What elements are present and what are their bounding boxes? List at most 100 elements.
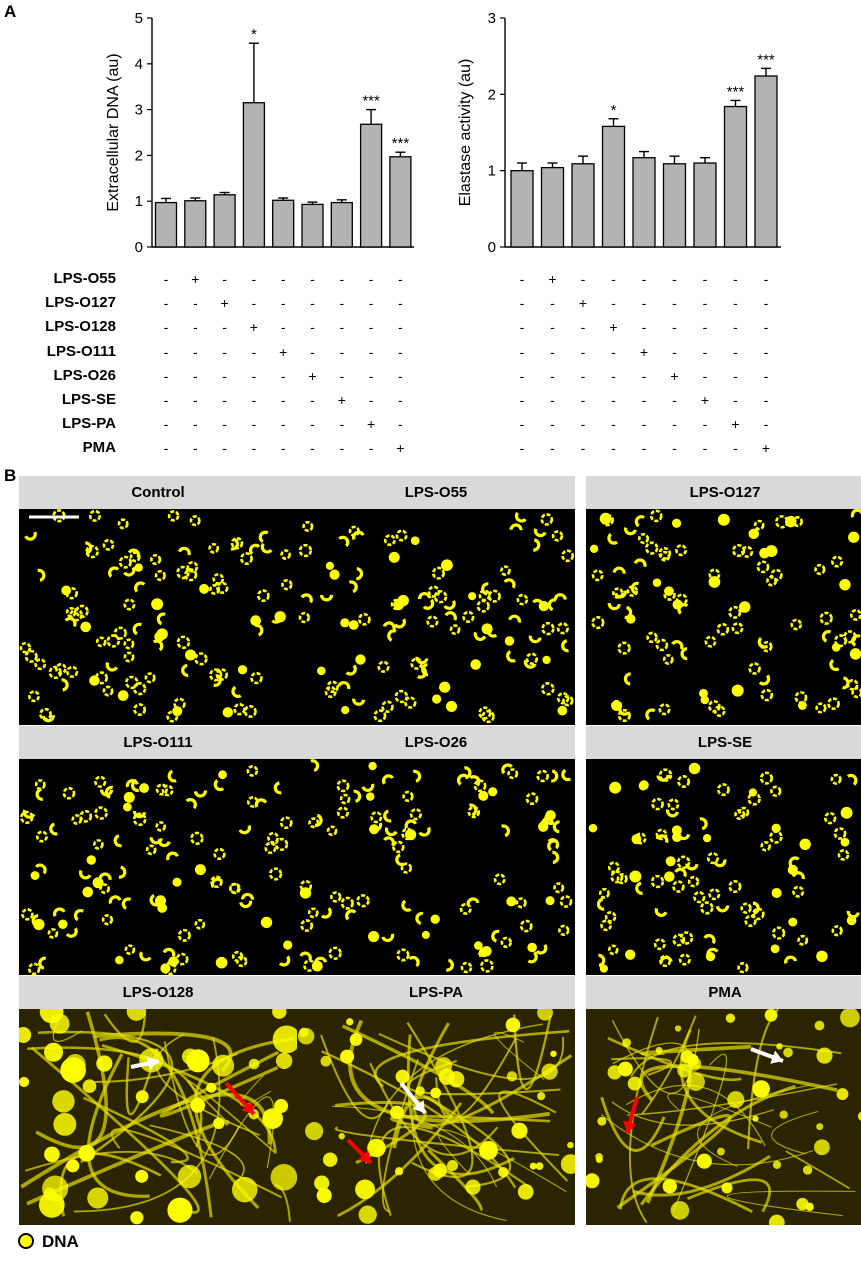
treatment-mark: - (310, 319, 315, 336)
nucleus (481, 582, 489, 596)
nucleus (617, 1061, 633, 1077)
nucleus (515, 897, 527, 909)
white-arrow (399, 1081, 427, 1115)
nucleus (345, 664, 357, 676)
treatment-mark: - (611, 295, 616, 312)
nucleus (75, 604, 89, 619)
nucleus (740, 902, 752, 914)
treatment-mark: - (163, 295, 169, 312)
treatment-mark: - (251, 367, 257, 384)
red-arrow (346, 1138, 373, 1165)
treatment-mark: - (368, 392, 374, 408)
nucleus (194, 652, 208, 666)
nucleus (113, 834, 122, 848)
nucleus (325, 561, 334, 570)
nucleus (551, 769, 559, 783)
nucleus (394, 1167, 404, 1176)
nucleus (716, 623, 730, 636)
nucleus (95, 636, 107, 648)
treatment-mark: - (611, 392, 616, 408)
nucleus (352, 698, 366, 706)
nucleus (118, 865, 127, 879)
nucleus (541, 621, 555, 636)
nucleus (505, 1017, 521, 1033)
nucleus (307, 907, 319, 919)
extracellular-dna-fiber (406, 1059, 561, 1096)
nucleus (44, 1146, 60, 1163)
treatment-mark: + (670, 367, 679, 384)
treatment-mark: - (702, 440, 708, 457)
nucleus (152, 639, 164, 652)
extracellular-dna-fiber (365, 1023, 543, 1164)
treatment-mark: - (222, 392, 227, 408)
nucleus (802, 1165, 813, 1175)
nucleus (438, 1068, 456, 1085)
nucleus (66, 665, 79, 678)
extracellular-dna-fiber (25, 1150, 198, 1174)
nucleus (517, 1183, 534, 1200)
nucleus (493, 873, 506, 886)
nucleus (597, 1116, 607, 1126)
nucleus (73, 909, 85, 922)
nucleus (113, 626, 127, 640)
nucleus (731, 684, 744, 697)
nucleus (748, 662, 761, 675)
treatment-mark: - (733, 440, 738, 457)
nucleus (651, 797, 664, 811)
nucleus (274, 837, 289, 852)
nucleus (687, 875, 700, 888)
tile-title: LPS-O111 (19, 726, 297, 759)
nucleus (540, 513, 554, 526)
nucleus (650, 874, 665, 889)
nucleus (768, 1214, 785, 1225)
nucleus (222, 707, 233, 718)
nucleus (439, 681, 451, 693)
nucleus (348, 580, 358, 594)
nucleus (260, 916, 273, 929)
treatment-mark: - (519, 367, 525, 384)
nucleus (561, 768, 572, 782)
nucleus (850, 609, 861, 621)
nucleus (185, 649, 197, 661)
nucleus (382, 621, 396, 630)
nucleus (481, 945, 492, 957)
nucleus (752, 1115, 759, 1122)
nucleus (340, 896, 354, 910)
nucleus (645, 708, 656, 721)
y-tick-label: 2 (135, 147, 143, 164)
nucleus (377, 660, 390, 673)
nucleus (337, 680, 351, 690)
nucleus (610, 870, 624, 884)
nucleus (771, 887, 782, 899)
treatment-mark: - (672, 319, 677, 336)
nucleus (85, 541, 93, 555)
treatment-mark: - (310, 271, 315, 287)
treatment-mark: + (337, 392, 346, 408)
nucleus (231, 1176, 258, 1203)
nucleus (264, 841, 277, 855)
nucleus (336, 779, 350, 793)
treatment-mark: - (550, 343, 555, 360)
nucleus (108, 566, 120, 578)
micrograph-image (19, 509, 297, 725)
nucleus (607, 532, 619, 545)
nucleus (149, 837, 163, 845)
nucleus (528, 635, 542, 644)
nucleus (645, 541, 659, 555)
treatment-mark: - (398, 343, 403, 360)
nucleus (770, 944, 780, 954)
nucleus (41, 715, 55, 723)
treatment-mark: - (310, 416, 315, 433)
nucleus (250, 671, 263, 685)
nucleus (652, 578, 662, 588)
nucleus (706, 852, 719, 865)
nucleus (238, 824, 252, 835)
extracellular-dna-fiber (37, 1030, 174, 1164)
nucleus (49, 1013, 70, 1034)
treatment-mark: - (251, 416, 257, 433)
nucleus (842, 676, 850, 690)
nucleus (537, 1092, 546, 1101)
nucleus (300, 593, 313, 604)
treatment-mark: - (519, 416, 525, 433)
